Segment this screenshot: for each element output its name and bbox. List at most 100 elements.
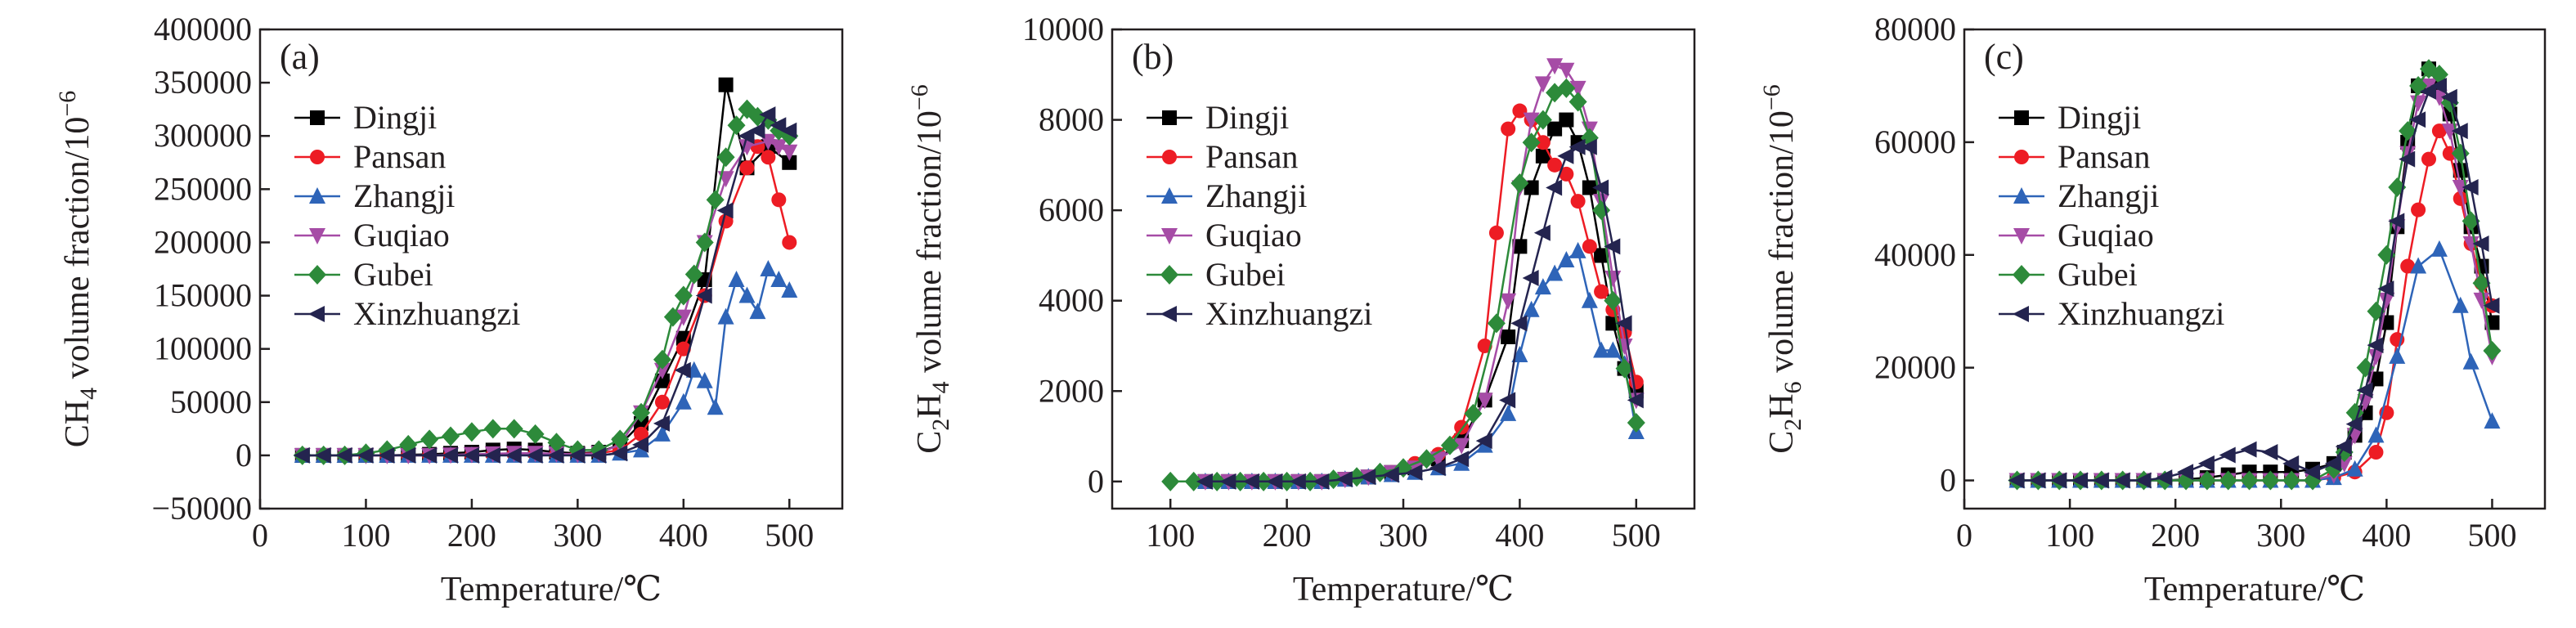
data-point — [1569, 80, 1586, 97]
legend-marker — [310, 110, 325, 125]
x-tick-label: 200 — [1263, 517, 1312, 554]
data-point — [547, 446, 564, 464]
data-point — [2483, 340, 2502, 361]
data-point — [1417, 449, 1436, 469]
data-point — [2420, 83, 2436, 100]
y-axis-title: CH4 volume fraction/10−6 — [54, 91, 102, 448]
legend-label: Dingji — [2058, 99, 2141, 136]
data-point — [1558, 250, 1575, 267]
data-point — [462, 422, 481, 442]
legend-marker — [2013, 306, 2029, 322]
data-point — [653, 415, 670, 432]
legend-label: Gubei — [1205, 256, 1286, 293]
data-point — [2430, 77, 2447, 94]
y-tick-label: 8000 — [1039, 101, 1104, 138]
data-point — [611, 429, 630, 450]
data-point — [1546, 264, 1564, 281]
data-point — [1501, 121, 1516, 137]
data-point — [357, 446, 374, 464]
data-point — [2324, 455, 2341, 472]
data-point — [1593, 341, 1610, 358]
legend-marker — [2014, 150, 2029, 164]
data-point — [2389, 347, 2406, 364]
chart-panel-1: 0 100 200 300 400 500−50000050000100000150000… — [54, 11, 844, 608]
data-point — [2452, 296, 2469, 313]
data-point — [782, 155, 797, 170]
plot-frame — [1963, 28, 2547, 510]
chart-panel-2: 100 200 300 400 500 0 2000 4000 6000 8000 10000 Tem… — [906, 11, 1696, 608]
data-point — [420, 446, 438, 464]
data-point — [2483, 297, 2500, 314]
legend-item: Pansan — [1999, 138, 2150, 175]
data-point — [675, 309, 692, 326]
series-xinzhuangzi — [293, 106, 797, 464]
data-point — [2484, 412, 2501, 429]
data-point — [1533, 110, 1552, 130]
data-point — [1523, 300, 1540, 317]
data-point — [1510, 173, 1529, 193]
data-point — [611, 445, 628, 462]
data-point — [1500, 404, 1517, 421]
legend: DingjiPansanZhangjiGuqiaoGubeiXinzhuangz… — [1999, 99, 2224, 332]
data-point — [2377, 280, 2394, 298]
data-point — [1604, 341, 1622, 358]
data-point — [654, 394, 670, 410]
data-point — [781, 144, 798, 161]
data-point — [547, 433, 566, 453]
data-point — [1559, 112, 1574, 128]
data-point — [2399, 121, 2417, 141]
legend-item: Pansan — [1147, 138, 1298, 175]
data-point — [462, 446, 479, 464]
data-point — [1477, 338, 1492, 353]
data-point — [770, 139, 788, 156]
y-tick-label: 6000 — [1039, 191, 1104, 228]
x-tick-label: 200 — [2151, 517, 2200, 554]
data-point — [1582, 239, 1597, 254]
y-tick-label: 350000 — [154, 64, 252, 101]
data-point — [2282, 455, 2300, 472]
data-point — [2378, 292, 2395, 309]
data-point — [707, 398, 724, 415]
data-point — [2008, 472, 2025, 489]
data-point — [632, 436, 649, 453]
data-point — [632, 402, 651, 423]
data-point — [2367, 426, 2385, 443]
data-point — [2367, 348, 2385, 366]
data-point — [2411, 202, 2426, 218]
data-point — [1359, 469, 1376, 486]
data-point — [738, 139, 756, 156]
data-point — [2240, 470, 2259, 491]
data-point — [749, 303, 766, 320]
y-tick-label: 60000 — [1874, 123, 1956, 160]
data-point — [1604, 290, 1622, 311]
x-axis-title: Temperature/℃ — [2144, 571, 2365, 608]
data-point — [770, 117, 787, 134]
data-point — [2197, 455, 2215, 472]
data-point — [1196, 473, 1213, 490]
x-tick-label: 200 — [447, 517, 496, 554]
data-point — [2462, 352, 2480, 370]
data-point — [2388, 213, 2405, 230]
data-point — [293, 446, 310, 464]
data-point — [2462, 179, 2479, 196]
legend-marker — [310, 150, 325, 164]
y-tick-label: 50000 — [170, 384, 252, 420]
x-tick-label: 500 — [1612, 517, 1661, 554]
data-point — [1558, 62, 1575, 79]
data-point — [1534, 76, 1551, 93]
data-point — [1501, 329, 1516, 344]
legend-marker — [2013, 265, 2031, 285]
data-point — [2430, 240, 2448, 257]
legend-item: Dingji — [294, 99, 437, 136]
legend-label: Xinzhuangzi — [2058, 295, 2224, 332]
data-point — [1429, 460, 1446, 477]
data-point — [1452, 451, 1470, 468]
x-tick-label: 300 — [2256, 517, 2305, 554]
data-point — [399, 446, 416, 464]
legend-marker — [308, 265, 326, 285]
data-point — [2345, 415, 2363, 433]
data-point — [2421, 151, 2436, 167]
data-point — [2356, 382, 2373, 399]
legend-label: Zhangji — [353, 177, 455, 214]
data-point — [653, 349, 671, 370]
